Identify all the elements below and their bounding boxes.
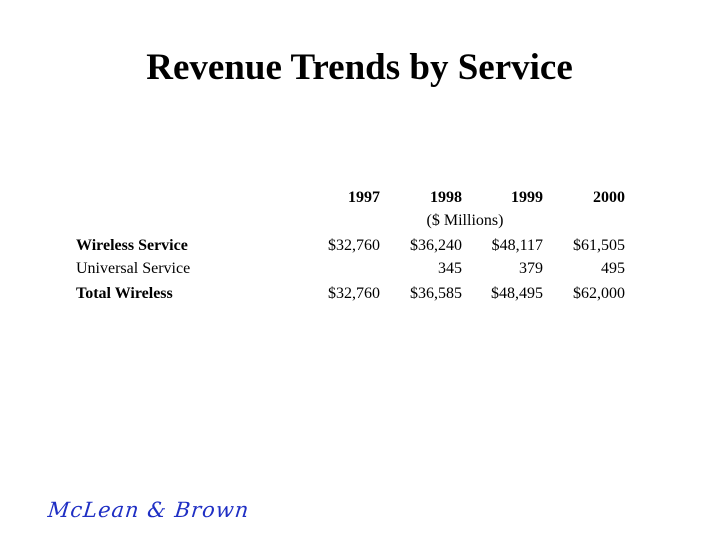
table-cell: $32,760 — [328, 285, 380, 302]
table-cell: $61,505 — [573, 237, 625, 254]
row-label-total-wireless: Total Wireless — [76, 285, 173, 302]
row-label-universal-service: Universal Service — [76, 260, 191, 277]
table-cell: $32,760 — [328, 237, 380, 254]
table-cell: $48,117 — [491, 237, 543, 254]
slide-title: Revenue Trends by Service — [146, 47, 573, 88]
row-label-wireless-service: Wireless Service — [76, 237, 188, 254]
year-header-1999: 1999 — [511, 189, 543, 206]
units-label: ($ Millions) — [426, 212, 504, 229]
table-cell: $48,495 — [491, 285, 543, 302]
table-cell: $62,000 — [573, 285, 625, 302]
table-cell: 495 — [601, 260, 625, 277]
year-header-1997: 1997 — [348, 189, 380, 206]
table-cell: $36,240 — [410, 237, 462, 254]
year-header-2000: 2000 — [593, 189, 625, 206]
table-cell: $36,585 — [410, 285, 462, 302]
table-cell: 345 — [438, 260, 462, 277]
company-logo: McLean & Brown — [46, 498, 251, 522]
year-header-1998: 1998 — [430, 189, 462, 206]
table-cell: 379 — [519, 260, 543, 277]
